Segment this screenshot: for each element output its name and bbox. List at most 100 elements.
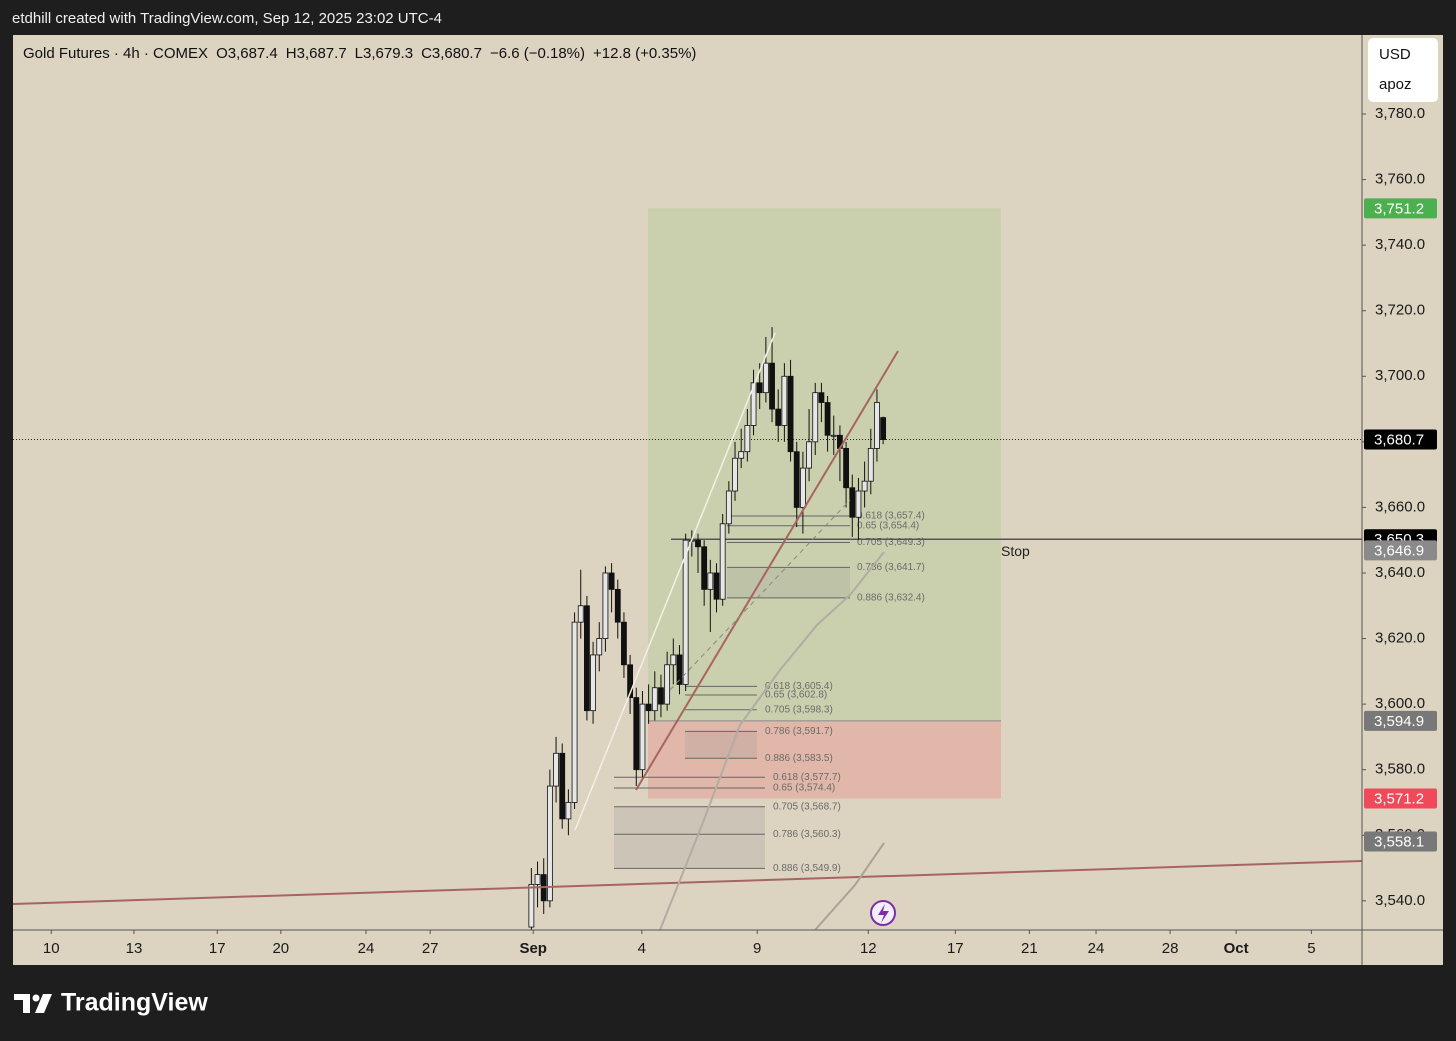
fib-label: 0.886 (3,583.5) <box>765 753 833 764</box>
price-label-bg <box>1364 198 1437 219</box>
x-tick-label: 5 <box>1307 940 1315 957</box>
candle-body <box>713 572 720 600</box>
fib-zone <box>614 806 765 869</box>
fib-label: 0.65 (3,654.4) <box>857 520 919 531</box>
legend-item: C3,680.7 <box>421 45 482 62</box>
candle-body <box>534 874 541 885</box>
x-tick-label: 27 <box>422 940 439 957</box>
logo-part <box>35 994 52 1013</box>
price-label: 3,571.2 <box>1374 791 1424 808</box>
candle-body <box>781 375 788 426</box>
fib-label: 0.618 (3,657.4) <box>857 511 925 522</box>
target-zone <box>648 208 1001 721</box>
x-tick-label: 20 <box>272 940 289 957</box>
x-tick-label: 9 <box>753 940 761 957</box>
y-tick-label: 3,740.0 <box>1375 236 1425 253</box>
price-label-bg <box>1364 831 1437 852</box>
candle-body <box>855 490 862 518</box>
price-label-bg <box>1364 788 1437 809</box>
y-tick-label: 3,620.0 <box>1375 630 1425 647</box>
candle-body <box>787 375 794 453</box>
logo-part <box>14 994 30 1013</box>
candle-body <box>614 588 621 623</box>
stop-label: Stop <box>1001 543 1030 559</box>
candle-body <box>775 408 782 426</box>
price-label: 3,680.7 <box>1374 432 1424 449</box>
price-label: 3,646.9 <box>1374 542 1424 559</box>
trendline <box>635 350 899 791</box>
trendline <box>13 860 1362 905</box>
stop-zone <box>648 720 1001 799</box>
x-tick-label: 24 <box>1088 940 1105 957</box>
y-tick-label: 3,760.0 <box>1375 171 1425 188</box>
moving-average <box>814 842 885 930</box>
x-tick-label: Oct <box>1224 940 1249 957</box>
x-tick-label: 17 <box>947 940 964 957</box>
y-tick-label: 3,540.0 <box>1375 892 1425 909</box>
footer-brand: TradingView <box>61 989 208 1017</box>
fib-label: 0.786 (3,560.3) <box>773 829 841 840</box>
fib-label: 0.618 (3,605.4) <box>765 681 833 692</box>
drawings <box>13 332 1362 930</box>
scale-name[interactable]: apoz <box>1379 76 1412 93</box>
candle-body <box>559 752 566 820</box>
plot: 0.618 (3,657.4)0.65 (3,654.4) 0.705 (3,64… <box>13 208 1362 930</box>
candle-body <box>818 392 825 403</box>
x-tick-label: 12 <box>860 940 877 957</box>
legend-item: H3,687.7 <box>286 45 347 62</box>
x-tick-label: 4 <box>638 940 646 957</box>
candle-body <box>812 392 819 443</box>
fib-label: 0.705 (3,649.3) <box>857 537 925 548</box>
candle-body <box>633 697 640 771</box>
fib-label: 0.786 (3,641.7) <box>857 562 925 573</box>
axes: 3,540.03,560.03,580.03,600.03,620.03,640… <box>43 105 1437 957</box>
fib-label: 0.705 (3,598.3) <box>765 704 833 715</box>
candle-body <box>664 664 671 705</box>
legend-item: L3,679.3 <box>355 45 413 62</box>
candle-body <box>719 523 726 600</box>
price-label: 3,751.2 <box>1374 200 1424 217</box>
candle-body <box>707 572 714 590</box>
price-label: 3,558.1 <box>1374 833 1424 850</box>
candle-body <box>880 417 887 440</box>
candle-body <box>645 703 652 712</box>
candle-body <box>830 434 837 437</box>
candle-body <box>867 448 874 482</box>
candle-body <box>849 487 856 518</box>
legend: Gold Futures · 4h · COMEX O3,687.4 H3,687.… <box>23 45 696 62</box>
price-label-bg <box>1364 710 1437 731</box>
candle-body <box>584 605 590 712</box>
y-tick-label: 3,700.0 <box>1375 367 1425 384</box>
top-bar-text: etdhill created with TradingView.com, Se… <box>12 10 442 27</box>
trendline <box>574 332 776 831</box>
candle-body <box>670 654 677 666</box>
candle-body <box>793 451 800 508</box>
fib-label: 0.618 (3,577.7) <box>773 772 841 783</box>
legend-item: +12.8 (+0.35%) <box>593 45 696 62</box>
price-label-bg <box>1364 540 1437 561</box>
currency[interactable]: USD <box>1379 46 1411 63</box>
candle-body <box>651 687 658 712</box>
candle-body <box>565 802 572 820</box>
candle-body <box>608 572 615 590</box>
candle-body <box>824 402 831 436</box>
y-tick-label: 3,640.0 <box>1375 564 1425 581</box>
price-label: 3,594.9 <box>1374 713 1424 730</box>
legend-item: O3,687.4 <box>216 45 278 62</box>
fib-label: 0.886 (3,549.9) <box>773 863 841 874</box>
candle-body <box>806 441 812 469</box>
candle-body <box>546 785 553 902</box>
candle-body <box>571 621 578 803</box>
candle-body <box>744 425 751 453</box>
candle-body <box>676 654 683 685</box>
x-tick-label: 24 <box>358 940 375 957</box>
candle-body <box>756 382 763 394</box>
candle-body <box>639 703 646 771</box>
scale-box[interactable] <box>1368 38 1438 102</box>
fib-label: 0.786 (3,591.7) <box>765 726 833 737</box>
candle-body <box>732 457 738 492</box>
candle-body <box>577 605 584 623</box>
candle-body <box>602 572 609 639</box>
